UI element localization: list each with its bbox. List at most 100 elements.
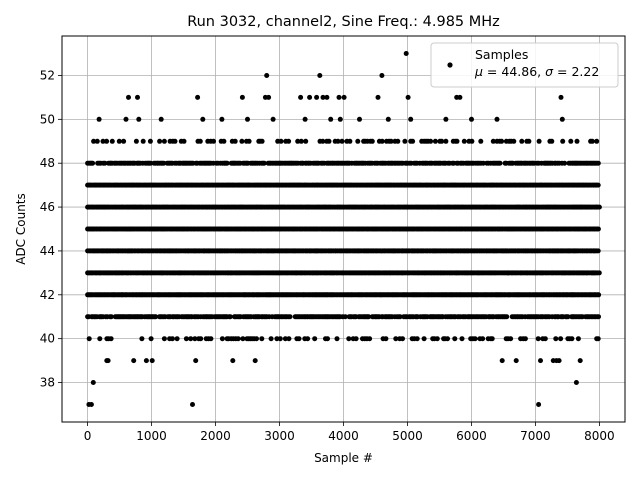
data-point [188, 336, 194, 342]
legend-stats: μ = 44.86, σ = 2.22 [474, 64, 599, 79]
data-point [497, 160, 503, 166]
data-point [282, 336, 288, 342]
data-point [511, 138, 517, 144]
data-point [369, 138, 375, 144]
data-point [324, 94, 330, 100]
data-point [574, 138, 580, 144]
data-point [367, 336, 373, 342]
data-point [589, 138, 595, 144]
data-point [266, 94, 272, 100]
data-point [325, 336, 330, 342]
data-point [240, 336, 246, 342]
data-point [379, 138, 385, 144]
data-point [336, 94, 342, 100]
data-point [197, 138, 203, 144]
data-point [135, 94, 140, 100]
data-point [428, 138, 434, 144]
data-point [140, 138, 146, 144]
data-point [469, 138, 475, 144]
data-point [116, 138, 122, 144]
data-point [478, 138, 484, 144]
data-point [559, 116, 565, 122]
data-point [131, 358, 137, 364]
data-point [235, 336, 241, 342]
data-point [408, 116, 414, 122]
data-point [562, 160, 568, 166]
data-point [383, 336, 389, 342]
y-axis-label: ADC Counts [14, 193, 28, 265]
data-point [499, 358, 505, 364]
data-point [366, 314, 372, 320]
data-point [227, 314, 233, 320]
data-point [200, 116, 206, 122]
data-point [320, 138, 326, 144]
data-point [595, 182, 601, 188]
data-point [121, 138, 127, 144]
data-point [410, 138, 416, 144]
data-point [461, 138, 467, 144]
data-point [254, 336, 259, 342]
data-point [439, 138, 445, 144]
data-point [326, 138, 332, 144]
data-point [158, 116, 164, 122]
data-point [305, 336, 311, 342]
data-point [494, 116, 500, 122]
data-point [553, 336, 559, 342]
data-point [400, 336, 405, 342]
y-tick-label: 40 [40, 332, 55, 346]
data-point [405, 94, 411, 100]
data-point [508, 336, 514, 342]
data-point [489, 336, 495, 342]
legend-marker [447, 62, 453, 68]
data-point [264, 73, 270, 78]
x-tick-label: 2000 [200, 429, 231, 443]
data-point [538, 358, 543, 364]
data-point [388, 138, 394, 144]
data-point [560, 138, 566, 144]
data-point [434, 336, 440, 342]
data-point [403, 51, 409, 56]
data-point [108, 314, 114, 320]
data-point [295, 138, 301, 144]
data-point [286, 336, 292, 342]
data-point [526, 138, 532, 144]
data-point [298, 94, 304, 100]
x-axis-label: Sample # [314, 451, 373, 465]
data-point [278, 138, 284, 144]
data-point [480, 336, 486, 342]
data-point [522, 336, 528, 342]
data-point [339, 138, 345, 144]
data-point [549, 138, 555, 144]
data-point [259, 336, 265, 342]
data-point [224, 160, 230, 166]
data-point [346, 336, 352, 342]
data-point [573, 380, 579, 385]
data-point [556, 358, 562, 364]
data-point [239, 138, 245, 144]
data-point [90, 380, 96, 385]
legend-box [430, 42, 619, 88]
data-point [90, 160, 96, 166]
data-point [190, 402, 195, 407]
data-point [499, 138, 505, 144]
data-point [219, 336, 225, 342]
data-point [192, 336, 198, 342]
y-tick-label: 48 [40, 156, 55, 170]
y-tick-label: 38 [40, 376, 55, 390]
data-point [198, 336, 204, 342]
data-point [565, 314, 571, 320]
data-point [575, 336, 581, 342]
data-point [558, 336, 564, 342]
legend-sigma-symbol: σ [545, 64, 554, 79]
data-point [337, 116, 343, 122]
data-point [270, 116, 276, 122]
data-point [232, 138, 238, 144]
data-point [181, 138, 187, 144]
data-point [259, 138, 265, 144]
data-point [402, 138, 408, 144]
x-tick-label: 3000 [264, 429, 295, 443]
data-point [161, 160, 167, 166]
data-point [161, 138, 167, 144]
data-point [157, 138, 163, 144]
